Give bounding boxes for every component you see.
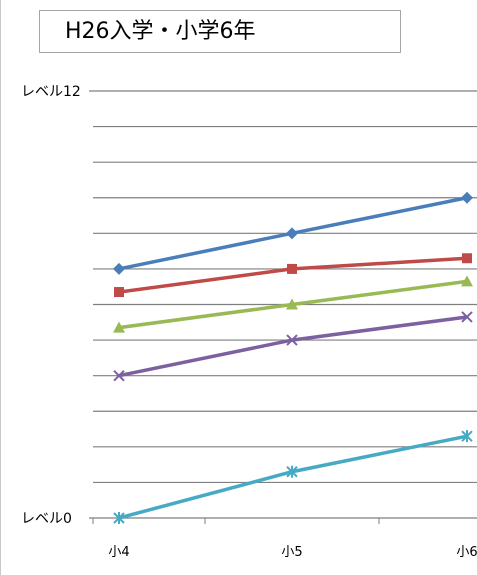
chart-title: H26入学・小学6年 [39, 10, 401, 53]
data-point-marker [461, 275, 473, 287]
data-point-marker [461, 311, 473, 323]
data-point-marker [286, 465, 298, 478]
data-point-marker [461, 191, 473, 204]
data-point-marker [286, 334, 298, 346]
data-point-marker [113, 369, 125, 382]
x-tick-label: 小5 [281, 545, 302, 560]
y-tick-label-top: レベル12 [21, 84, 81, 100]
data-point-marker [286, 227, 298, 240]
data-point-marker [114, 287, 124, 298]
data-point-marker [462, 253, 472, 264]
data-point-marker [113, 512, 125, 524]
y-tick-label-bottom: レベル0 [21, 511, 72, 527]
data-point-marker [461, 430, 473, 443]
data-point-marker [113, 321, 125, 333]
series-line-4 [118, 315, 468, 378]
data-point-marker [286, 298, 298, 310]
data-point-marker [287, 263, 297, 274]
data-point-marker [113, 262, 125, 275]
x-tick-label: 小6 [456, 545, 477, 560]
x-tick-label: 小4 [108, 545, 129, 560]
